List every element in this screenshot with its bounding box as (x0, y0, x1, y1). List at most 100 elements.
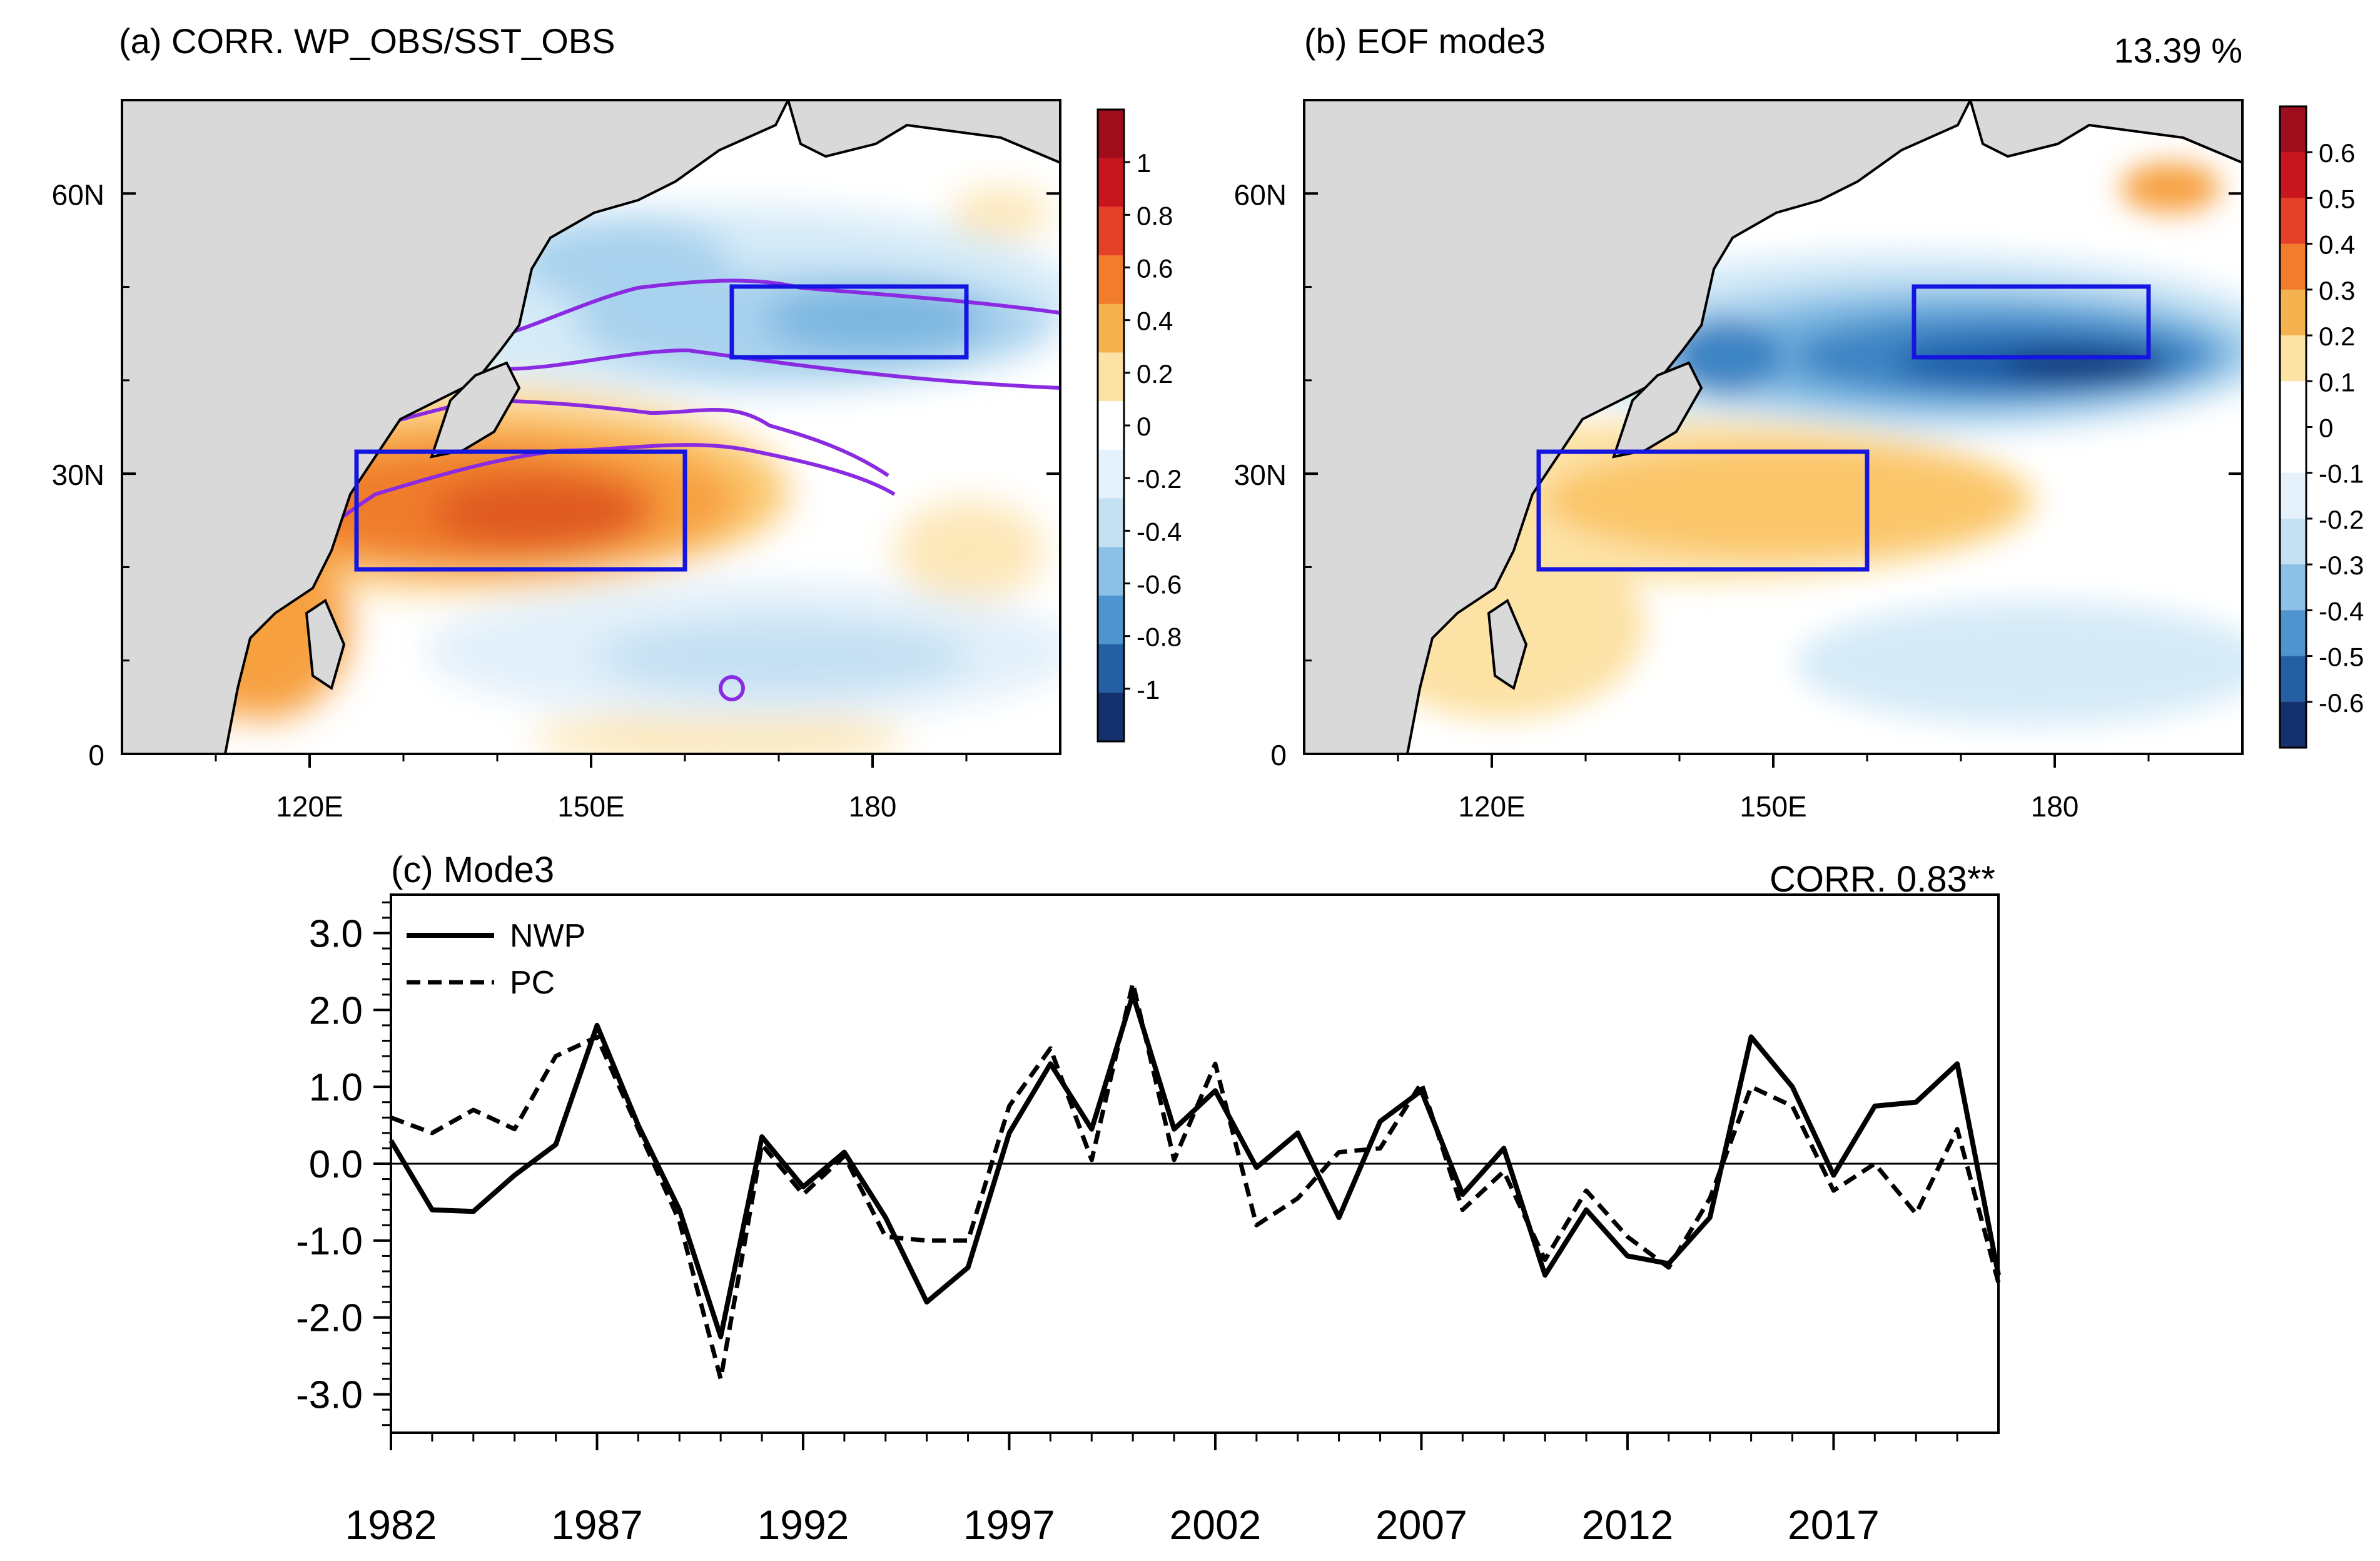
panel-b-colorbar-cell (2280, 198, 2306, 245)
panel-c: (c) Mode3 CORR. 0.83** 3.0 2.0 1.0 0.0 -1.0 -… (296, 850, 2001, 1548)
panel-b-colorbar-label: 0.1 (2319, 367, 2355, 397)
panel-b-box-south (1536, 449, 1870, 572)
panel-c-x-label: 2007 (1375, 1502, 1467, 1548)
panel-a-lon-label: 180 (849, 790, 897, 823)
panel-b-variance: 13.39 % (2114, 31, 2243, 70)
panel-b-colorbar-cell (2280, 381, 2306, 427)
panel-b-colorbar-label: -0.4 (2319, 596, 2364, 626)
panel-b-lon-label: 120E (1458, 790, 1525, 823)
panel-b-lon-label: 180 (2031, 790, 2079, 823)
panel-b-colorbar-cell (2280, 427, 2306, 474)
panel-a-colorbar-label: -0.2 (1137, 464, 1182, 494)
panel-a: (a) CORR. WP_OBS/SST_OBS (52, 21, 1182, 823)
panel-b-colorbar-cell (2280, 656, 2306, 703)
panel-c-series (388, 980, 2001, 1381)
panel-b-lon-label: 150E (1739, 790, 1806, 823)
panel-a-colorbar-cell (1098, 352, 1124, 402)
panel-a-land (122, 100, 1060, 754)
panel-b-colorbar-label: -0.6 (2319, 688, 2364, 718)
panel-c-x-label: 2017 (1788, 1502, 1880, 1548)
panel-a-colorbar-cell (1098, 693, 1124, 742)
series-line-nwp (388, 992, 2001, 1340)
panel-a-colorbar-cell (1098, 644, 1124, 693)
panel-a-lat-label: 30N (52, 459, 104, 491)
panel-a-significance-contour-north-warm (340, 398, 889, 477)
panel-b-axes: 60N 30N 0 120E 150E 180 (1234, 178, 2242, 823)
panel-b-colorbar-label: 0 (2319, 414, 2333, 443)
panel-a-colorbar-label: -0.6 (1137, 570, 1182, 599)
panel-c-x-label: 2002 (1170, 1502, 1262, 1548)
panel-b-colorbar-cell (2280, 106, 2306, 153)
panel-b-lat-label: 30N (1234, 459, 1287, 491)
panel-c-x-label: 2012 (1582, 1502, 1674, 1548)
panel-b-lat-label: 0 (1270, 739, 1287, 771)
panel-a-colorbar-label: -0.8 (1137, 623, 1182, 652)
panel-b-colorbar-cell (2280, 243, 2306, 290)
panel-a-colorbar-cell (1098, 303, 1124, 353)
panel-a-lat-label: 60N (52, 178, 104, 211)
panel-a-colorbar-cell (1098, 595, 1124, 645)
panel-b-land (1304, 100, 2242, 754)
panel-c-x-label: 1987 (551, 1502, 643, 1548)
panel-a-lat-label: 0 (88, 739, 104, 771)
panel-c-y-label: 3.0 (309, 912, 363, 955)
panel-c-y-label: 0.0 (309, 1143, 363, 1186)
legend-label-pc: PC (510, 965, 555, 1001)
panel-b-colorbar-label: -0.3 (2319, 551, 2364, 580)
panel-a-colorbar-label: 0.8 (1137, 201, 1173, 230)
panel-c-y-label: -3.0 (296, 1374, 363, 1417)
panel-b-colorbar-cell (2280, 335, 2306, 382)
panel-b-colorbar-label: 0.2 (2319, 322, 2355, 351)
panel-a-significance-contour-dot (719, 675, 745, 701)
panel-b: (b) EOF mode3 13.39 % (1234, 21, 2364, 823)
panel-c-y-label: 1.0 (309, 1066, 363, 1109)
panel-b-colorbar-cell (2280, 701, 2306, 748)
panel-b-colorbar-label: -0.2 (2319, 505, 2364, 534)
panel-a-box-north (729, 284, 969, 360)
panel-c-x-label: 1992 (757, 1502, 849, 1548)
panel-a-colorbar-cell (1098, 498, 1124, 547)
panel-a-colorbar-cell (1098, 206, 1124, 256)
panel-b-colorbar-cell (2280, 289, 2306, 336)
panel-b-colorbar-cell (2280, 472, 2306, 519)
panel-b-colorbar-cell (2280, 610, 2306, 657)
panel-a-colorbar-cell (1098, 547, 1124, 596)
panel-b-colorbar-label: 0.6 (2319, 138, 2355, 168)
panel-a-colorbar-cell (1098, 109, 1124, 159)
panel-a-lon-label: 120E (276, 790, 343, 823)
panel-b-colorbar-label: 0.5 (2319, 184, 2355, 213)
panel-a-colorbar-cell (1098, 401, 1124, 450)
legend-label-nwp: NWP (510, 918, 585, 954)
panel-a-colorbar-cell (1098, 158, 1124, 207)
panel-a-colorbar: 1 0.8 0.6 0.4 0.2 0 -0.2 -0.4 -0.6 -0.8 -1 (1096, 108, 1182, 743)
panel-a-colorbar-label: 0.2 (1137, 359, 1173, 389)
panel-c-axes: 3.0 2.0 1.0 0.0 -1.0 -2.0 -3.0 1982 1987 1992 1997… (296, 901, 1958, 1548)
panel-c-y-label: 2.0 (309, 989, 363, 1032)
panel-a-title: (a) CORR. WP_OBS/SST_OBS (119, 21, 615, 61)
panel-a-colorbar-label: 1 (1137, 148, 1151, 178)
panel-c-x-label: 1997 (963, 1502, 1055, 1548)
panel-b-box-north (1912, 284, 2151, 360)
panel-b-colorbar-cell (2280, 518, 2306, 565)
panel-a-significance-contour-cold (494, 278, 1060, 340)
panel-b-title: (b) EOF mode3 (1304, 21, 1546, 61)
panel-a-box-south (354, 449, 687, 572)
panel-b-colorbar-label: 0.4 (2319, 230, 2355, 260)
panel-b-colorbar: 0.6 0.5 0.4 0.3 0.2 0.1 0 -0.1 -0.2 -0.3 -0.4 -0.5 -… (2279, 105, 2364, 749)
panel-a-lon-label: 150E (557, 790, 624, 823)
panel-a-colorbar-cell (1098, 449, 1124, 499)
panel-c-y-label: -2.0 (296, 1297, 363, 1340)
panel-a-colorbar-label: 0.4 (1137, 307, 1173, 336)
panel-a-colorbar-label: -1 (1137, 675, 1160, 704)
panel-c-title: (c) Mode3 (391, 850, 554, 890)
panel-a-significance-contour-cold-south (500, 348, 1060, 390)
panel-c-legend: NWP PC (407, 918, 585, 1001)
panel-b-lat-label: 60N (1234, 178, 1287, 211)
panel-c-x-label: 1982 (345, 1502, 437, 1548)
panel-b-colorbar-label: -0.1 (2319, 459, 2364, 489)
panel-a-colorbar-label: -0.4 (1137, 517, 1182, 546)
panel-c-corr-label: CORR. 0.83** (1770, 859, 1995, 900)
panel-a-axes: 60N 30N 0 120E 150E 180 (52, 178, 1060, 823)
panel-b-colorbar-cell (2280, 152, 2306, 198)
